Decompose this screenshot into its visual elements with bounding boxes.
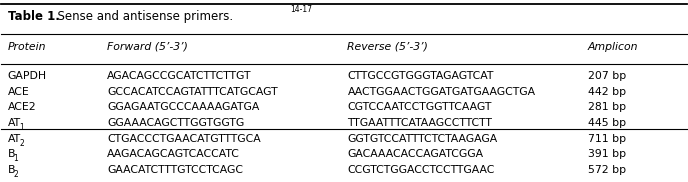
Text: B: B [8,165,15,175]
Text: Forward (5’-3’): Forward (5’-3’) [107,42,188,52]
Text: Protein: Protein [8,42,46,52]
Text: GACAAACACCAGATCGGA: GACAAACACCAGATCGGA [347,149,484,159]
Text: Table 1.: Table 1. [8,10,59,23]
Text: TTGAATTTCATAAGCCTTCTT: TTGAATTTCATAAGCCTTCTT [347,118,493,128]
Text: 207 bp: 207 bp [588,71,626,81]
Text: 442 bp: 442 bp [588,87,626,97]
Text: GCCACATCCAGTATTTCATGCAGT: GCCACATCCAGTATTTCATGCAGT [107,87,278,97]
Text: ACE2: ACE2 [8,102,36,112]
Text: B: B [8,149,15,159]
Text: 2: 2 [19,139,24,148]
Text: 1: 1 [13,154,18,163]
Text: GGAGAATGCCCAAAAGATGA: GGAGAATGCCCAAAAGATGA [107,102,259,112]
Text: GAACATCTTTGTCCTCAGC: GAACATCTTTGTCCTCAGC [107,165,243,175]
Text: 572 bp: 572 bp [588,165,626,175]
Text: GAPDH: GAPDH [8,71,47,81]
Text: CCGTCTGGACCTCCTTGAAC: CCGTCTGGACCTCCTTGAAC [347,165,495,175]
Text: 445 bp: 445 bp [588,118,626,128]
Text: 2: 2 [13,170,18,179]
Text: Reverse (5’-3’): Reverse (5’-3’) [347,42,429,52]
Text: Sense and antisense primers.: Sense and antisense primers. [50,10,233,23]
Text: 711 bp: 711 bp [588,134,626,144]
Text: 391 bp: 391 bp [588,149,626,159]
Text: AAGACAGCAGTCACCATC: AAGACAGCAGTCACCATC [107,149,240,159]
Text: 14-17: 14-17 [290,5,312,14]
Text: GGTGTCCATTTCTCTAAGAGA: GGTGTCCATTTCTCTAAGAGA [347,134,497,144]
Text: 1: 1 [19,123,24,132]
Text: AT: AT [8,134,21,144]
Text: 281 bp: 281 bp [588,102,626,112]
Text: AACTGGAACTGGATGATGAAGCTGA: AACTGGAACTGGATGATGAAGCTGA [347,87,535,97]
Text: CTTGCCGTGGGTAGAGTCAT: CTTGCCGTGGGTAGAGTCAT [347,71,494,81]
Text: AGACAGCCGCATCTTCTTGT: AGACAGCCGCATCTTCTTGT [107,71,252,81]
Text: CTGACCCTGAACATGTTTGCA: CTGACCCTGAACATGTTTGCA [107,134,261,144]
Text: GGAAACAGCTTGGTGGTG: GGAAACAGCTTGGTGGTG [107,118,244,128]
Text: ACE: ACE [8,87,30,97]
Text: CGTCCAATCCTGGTTCAAGT: CGTCCAATCCTGGTTCAAGT [347,102,492,112]
Text: Amplicon: Amplicon [588,42,638,52]
Text: AT: AT [8,118,21,128]
